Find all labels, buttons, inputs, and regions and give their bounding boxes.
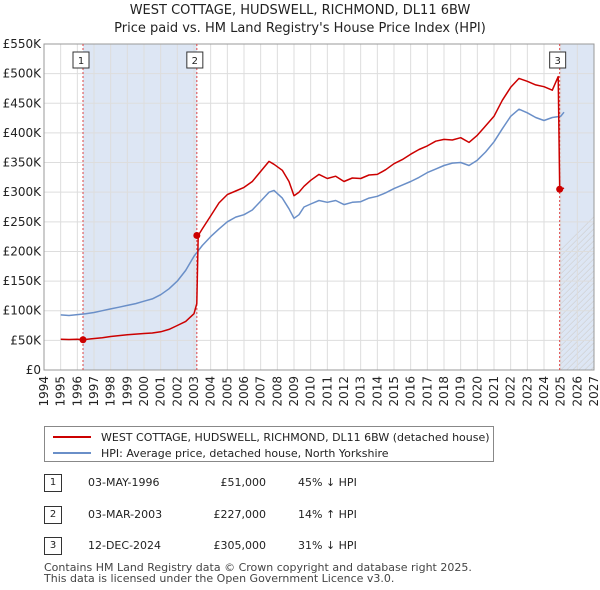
x-tick-label: 2016 <box>404 376 418 407</box>
x-tick-label: 1994 <box>37 376 51 407</box>
transaction-row: 2 03-MAR-2003 £227,000 14% ↑ HPI <box>44 506 574 526</box>
legend-swatch-hpi <box>53 452 91 454</box>
x-tick-label: 2020 <box>470 376 484 407</box>
x-tick-label: 2005 <box>220 376 234 407</box>
x-tick-label: 2019 <box>454 376 468 407</box>
x-tick-label: 2018 <box>437 376 451 407</box>
legend: WEST COTTAGE, HUDSWELL, RICHMOND, DL11 6… <box>44 426 494 462</box>
x-tick-label: 2011 <box>320 376 334 407</box>
plot-frame <box>43 43 595 371</box>
transaction-number: 1 <box>44 474 62 492</box>
sale-point <box>193 231 201 239</box>
x-tick-label: 2027 <box>587 376 600 407</box>
transaction-date: 12-DEC-2024 <box>88 539 162 552</box>
sale-label-box <box>549 51 567 69</box>
legend-label-hpi: HPI: Average price, detached house, Nort… <box>101 446 389 460</box>
y-tick-label: £350K <box>3 156 43 170</box>
legend-swatch-property <box>53 436 91 438</box>
x-tick-label: 2012 <box>337 376 351 407</box>
transaction-number: 3 <box>44 537 62 555</box>
sale-label-number: 3 <box>554 56 560 67</box>
y-tick-label: £400K <box>3 126 43 140</box>
legend-label-property: WEST COTTAGE, HUDSWELL, RICHMOND, DL11 6… <box>101 430 490 444</box>
transaction-row: 3 12-DEC-2024 £305,000 31% ↓ HPI <box>44 537 574 557</box>
price-chart: £0 £50K £100K £150K £200K £250K £300K £350K £400… <box>3 37 600 407</box>
transaction-number: 2 <box>44 506 62 524</box>
future-hatch <box>560 300 595 335</box>
future-hatch <box>560 306 595 341</box>
x-tick-label: 2014 <box>370 376 384 407</box>
y-tick-label: £450K <box>3 96 43 110</box>
sale-label-box <box>186 51 204 69</box>
x-tick-label: 2017 <box>420 376 434 407</box>
x-tick-label: 2001 <box>154 376 168 407</box>
x-tick-label: 2024 <box>537 376 551 407</box>
property-price-line <box>60 75 565 341</box>
y-tick-label: £250K <box>3 215 43 229</box>
footer-copyright: Contains HM Land Registry data © Crown c… <box>44 561 472 574</box>
x-tick-label: 2006 <box>237 376 251 407</box>
y-tick-label: £550K <box>3 37 43 51</box>
transaction-date: 03-MAY-1996 <box>88 476 160 489</box>
x-tick-label: 2002 <box>170 376 184 407</box>
y-tick-label: £150K <box>3 274 43 288</box>
sale-point <box>556 185 564 193</box>
legend-item-hpi: HPI: Average price, detached house, Nort… <box>53 445 389 461</box>
transaction-row: 1 03-MAY-1996 £51,000 45% ↓ HPI <box>44 474 574 494</box>
sale-label-number: 2 <box>192 56 198 67</box>
chart-subtitle: Price paid vs. HM Land Registry's House … <box>114 21 486 36</box>
legend-item-property: WEST COTTAGE, HUDSWELL, RICHMOND, DL11 6… <box>53 429 490 445</box>
x-tick-label: 2026 <box>570 376 584 407</box>
ownership-band <box>83 44 197 370</box>
x-tick-label: 2015 <box>387 376 401 407</box>
sale-point <box>79 336 87 344</box>
y-tick-label: £500K <box>3 67 43 81</box>
y-tick-label: £50K <box>10 333 42 347</box>
x-tick-label: 2000 <box>137 376 151 407</box>
x-tick-label: 2004 <box>204 376 218 407</box>
x-tick-label: 1999 <box>120 376 134 407</box>
x-tick-label: 2010 <box>304 376 318 407</box>
transaction-hpi: 31% ↓ HPI <box>298 539 357 552</box>
x-tick-label: 2022 <box>504 376 518 407</box>
y-tick-label: £0 <box>26 363 41 377</box>
footer-license: This data is licensed under the Open Gov… <box>44 572 395 585</box>
y-tick-label: £200K <box>3 244 43 258</box>
x-tick-label: 2007 <box>254 376 268 407</box>
future-hatch <box>560 294 595 329</box>
sale-label-number: 1 <box>78 56 84 67</box>
future-hatch <box>560 312 595 347</box>
x-tick-label: 2013 <box>354 376 368 407</box>
x-tick-label: 1998 <box>104 376 118 407</box>
x-tick-label: 1997 <box>87 376 101 407</box>
sale-label-box <box>72 51 90 69</box>
transaction-price: £227,000 <box>213 508 267 521</box>
x-tick-label: 1996 <box>70 376 84 407</box>
y-tick-label: £300K <box>3 185 43 199</box>
x-tick-label: 2008 <box>270 376 284 407</box>
transaction-date: 03-MAR-2003 <box>88 508 163 521</box>
y-tick-label: £100K <box>3 304 43 318</box>
hpi-line <box>60 108 565 317</box>
transaction-hpi: 45% ↓ HPI <box>298 476 357 489</box>
transaction-hpi: 14% ↑ HPI <box>298 508 357 521</box>
x-tick-label: 1995 <box>54 376 68 407</box>
x-tick-label: 2025 <box>554 376 568 407</box>
transaction-price: £51,000 <box>220 476 267 489</box>
x-tick-label: 2009 <box>287 376 301 407</box>
future-hatch <box>560 288 595 323</box>
chart-title: WEST COTTAGE, HUDSWELL, RICHMOND, DL11 6… <box>129 3 471 18</box>
x-tick-label: 2023 <box>520 376 534 407</box>
x-tick-label: 2003 <box>187 376 201 407</box>
transaction-price: £305,000 <box>213 539 267 552</box>
x-tick-label: 2021 <box>487 376 501 407</box>
